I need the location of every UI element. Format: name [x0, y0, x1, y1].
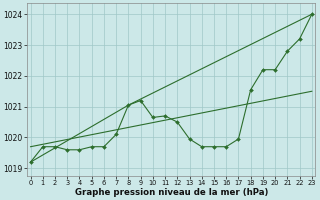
X-axis label: Graphe pression niveau de la mer (hPa): Graphe pression niveau de la mer (hPa) [75, 188, 268, 197]
